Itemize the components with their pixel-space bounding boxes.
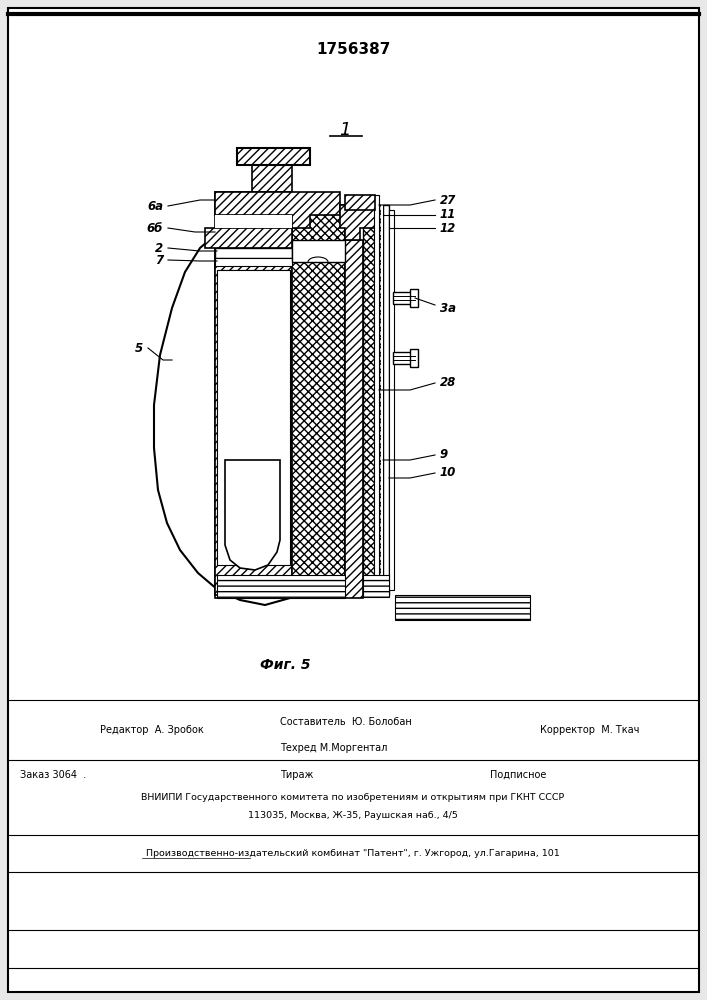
Bar (374, 195, 379, 595)
Text: ВНИИПИ Государственного комитета по изобретениям и открытиям при ГКНТ СССР: ВНИИПИ Государственного комитета по изоб… (141, 794, 565, 802)
Bar (345, 240, 363, 598)
Bar (215, 235, 292, 595)
Bar (215, 258, 292, 266)
Text: Составитель  Ю. Болобан: Составитель Ю. Болобан (280, 717, 411, 727)
Bar (215, 192, 292, 598)
Text: 7: 7 (155, 253, 163, 266)
Text: 6а: 6а (147, 200, 163, 213)
Text: 5: 5 (135, 342, 143, 355)
Bar (215, 248, 292, 258)
Text: 10: 10 (440, 466, 456, 480)
Text: 2: 2 (155, 241, 163, 254)
Bar (383, 205, 389, 595)
Bar (292, 205, 345, 595)
Text: Производственно-издательский комбинат "Патент", г. Ужгород, ул.Гагарина, 101: Производственно-издательский комбинат "П… (146, 848, 560, 857)
Text: 3а: 3а (440, 302, 456, 314)
Bar (292, 240, 345, 262)
Bar (217, 270, 290, 560)
Text: 9: 9 (440, 448, 448, 462)
Text: Техред М.Моргентал: Техред М.Моргентал (280, 743, 387, 753)
Polygon shape (340, 205, 375, 240)
Bar (217, 270, 290, 565)
Polygon shape (215, 192, 340, 228)
Text: 27: 27 (440, 194, 456, 207)
Text: 28: 28 (440, 376, 456, 389)
Text: Подписное: Подписное (490, 770, 547, 780)
Bar (215, 215, 292, 228)
Polygon shape (217, 575, 345, 598)
Text: 11: 11 (440, 209, 456, 222)
Polygon shape (154, 235, 322, 605)
Text: 113035, Москва, Ж-35, Раушская наб., 4/5: 113035, Москва, Ж-35, Раушская наб., 4/5 (248, 810, 458, 820)
Bar (410, 349, 418, 367)
Polygon shape (205, 228, 292, 248)
Text: 1756387: 1756387 (316, 42, 390, 57)
Polygon shape (395, 595, 530, 620)
Bar (363, 205, 381, 595)
Bar (381, 205, 383, 595)
Bar (393, 352, 415, 364)
Text: Заказ 3064  .: Заказ 3064 . (20, 770, 86, 780)
Bar (345, 195, 375, 210)
Text: 1: 1 (339, 121, 351, 139)
Bar (363, 575, 389, 597)
Bar (252, 157, 292, 192)
Bar (393, 292, 415, 304)
Text: Тираж: Тираж (280, 770, 313, 780)
Text: 6б: 6б (146, 222, 163, 234)
Text: Редактор  А. Зробок: Редактор А. Зробок (100, 725, 204, 735)
Text: 12: 12 (440, 222, 456, 234)
FancyBboxPatch shape (8, 8, 699, 992)
Text: Фиг. 5: Фиг. 5 (259, 658, 310, 672)
Bar (237, 148, 310, 165)
Bar (410, 289, 418, 307)
Bar (389, 210, 394, 590)
Polygon shape (225, 460, 280, 570)
Text: Корректор  М. Ткач: Корректор М. Ткач (540, 725, 639, 735)
